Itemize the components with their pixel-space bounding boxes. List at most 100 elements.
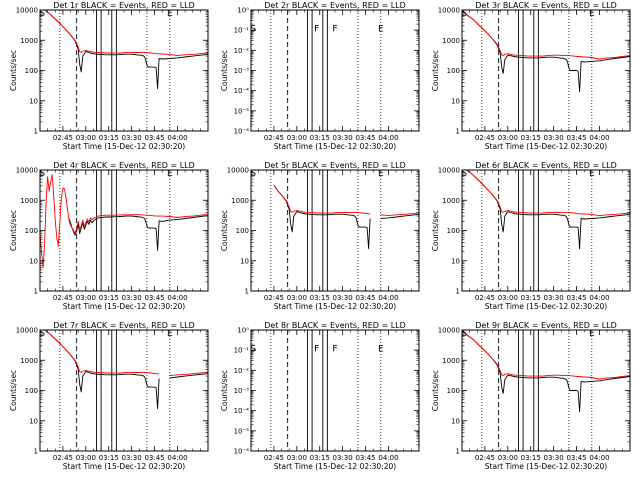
y-tick-label: 10⁻⁶ [234,448,250,456]
x-axis-label: Start Time (15-Dec-12 02:30:20) [485,142,607,151]
plot-frame [461,329,631,452]
y-tick-label: 10000 [16,167,38,175]
y-axis-label: Counts/sec [220,50,229,91]
y-axis-label: Counts/sec [220,370,229,411]
y-tick-label: 10⁻¹ [234,347,250,355]
panel-title: Det 4r BLACK = Events, RED = LLD [53,161,195,170]
x-axis-label: Start Time (15-Dec-12 02:30:20) [274,302,396,311]
x-tick-label: 03:15 [521,294,541,302]
x-tick-label: 03:30 [333,134,353,142]
x-tick-label: 03:30 [544,454,564,462]
x-tick-label: 02:45 [264,134,284,142]
y-tick-label: 1000 [20,197,38,205]
flag-label: F [314,25,319,35]
y-tick-label: 10000 [227,167,249,175]
flag-label: S [250,345,256,355]
y-tick-label: 10⁰ [237,327,249,335]
panel-title: Det 1r BLACK = Events, RED = LLD [53,1,195,10]
y-axis-label: Counts/sec [220,210,229,251]
flag-label: E [378,169,384,179]
y-tick-label: 10000 [438,327,460,335]
y-tick-label: 10⁻⁶ [234,128,250,136]
flag-label: S [461,169,467,179]
x-tick-label: 03:45 [144,294,164,302]
events-series-line [169,373,208,379]
flag-label: E [167,169,173,179]
x-tick-label: 04:00 [167,134,187,142]
x-tick-label: 03:30 [544,134,564,142]
y-tick-label: 10000 [438,7,460,15]
y-tick-label: 10 [29,417,38,425]
x-tick-label: 03:00 [287,454,307,462]
x-tick-label: 02:45 [53,134,73,142]
flag-label: E [378,25,384,35]
flag-label: S [461,329,467,339]
x-tick-label: 03:45 [566,454,586,462]
y-tick-label: 10⁻³ [234,387,250,395]
panel-det-5: Det 5r BLACK = Events, RED = LLD S E 1 10 100… [220,161,420,311]
y-tick-label: 1 [456,288,460,296]
lld-series-line [273,184,371,215]
x-tick-label: 02:45 [264,294,284,302]
lld-series-line [40,174,208,268]
flag-label: S [39,9,45,19]
x-tick-label: 03:00 [287,294,307,302]
x-tick-label: 03:30 [122,294,142,302]
panel-det-4: Det 4r BLACK = Events, RED = LLD S E 1 10 100… [9,161,209,311]
y-tick-label: 100 [447,67,460,75]
y-tick-label: 10 [240,257,249,265]
x-tick-label: 03:15 [99,294,119,302]
y-tick-label: 10000 [16,7,38,15]
plot-frame [461,169,631,292]
plot-area [270,330,382,451]
lld-series-line [40,10,208,57]
panel-title: Det 9r BLACK = Events, RED = LLD [475,321,617,330]
panel-title: Det 6r BLACK = Events, RED = LLD [475,161,617,170]
x-tick-label: 03:00 [76,134,96,142]
y-axis-label: Counts/sec [9,210,18,251]
lld-series-line [462,330,630,380]
plot-frame [39,9,209,132]
x-tick-label: 03:30 [333,294,353,302]
y-tick-label: 10⁻⁴ [234,87,250,95]
events-series-line [380,213,419,219]
flag-label: E [589,329,595,339]
x-tick-label: 03:15 [521,134,541,142]
flag-label: E [378,345,384,355]
y-tick-label: 10⁻³ [234,67,250,75]
panel-det-6: Det 6r BLACK = Events, RED = LLD S E 1 10 100… [431,161,631,311]
plot-area [270,170,419,291]
y-tick-label: 100 [25,227,38,235]
x-tick-label: 03:00 [498,134,518,142]
x-axis-label: Start Time (15-Dec-12 02:30:20) [63,462,185,471]
panel-det-3: Det 3r BLACK = Events, RED = LLD S E 1 10 100… [431,1,631,151]
plot-frame [39,169,209,292]
x-tick-label: 04:00 [167,294,187,302]
y-tick-label: 1 [34,448,38,456]
y-tick-label: 10 [29,97,38,105]
x-tick-label: 03:15 [310,294,330,302]
y-tick-label: 10⁻¹ [234,27,250,35]
plot-area [462,10,630,131]
y-tick-label: 100 [236,227,249,235]
lld-series-line [40,330,160,375]
x-tick-label: 03:45 [355,454,375,462]
y-tick-label: 1000 [20,37,38,45]
panel-title: Det 7r BLACK = Events, RED = LLD [53,321,195,330]
x-tick-label: 04:00 [167,454,187,462]
x-tick-label: 03:00 [498,294,518,302]
events-series-line [273,184,371,250]
panel-det-1: Det 1r BLACK = Events, RED = LLD S E 1 10 100… [9,1,209,151]
plot-area [40,170,208,291]
flag-label: F [332,25,337,35]
flag-label: S [39,169,45,179]
x-tick-label: 02:45 [53,454,73,462]
y-tick-label: 10 [451,97,460,105]
x-tick-label: 03:30 [122,454,142,462]
lld-series-line [380,212,419,217]
x-tick-label: 03:45 [355,294,375,302]
plot-area [40,330,208,451]
x-tick-label: 03:45 [144,134,164,142]
flag-label: S [461,9,467,19]
x-tick-label: 03:30 [544,294,564,302]
